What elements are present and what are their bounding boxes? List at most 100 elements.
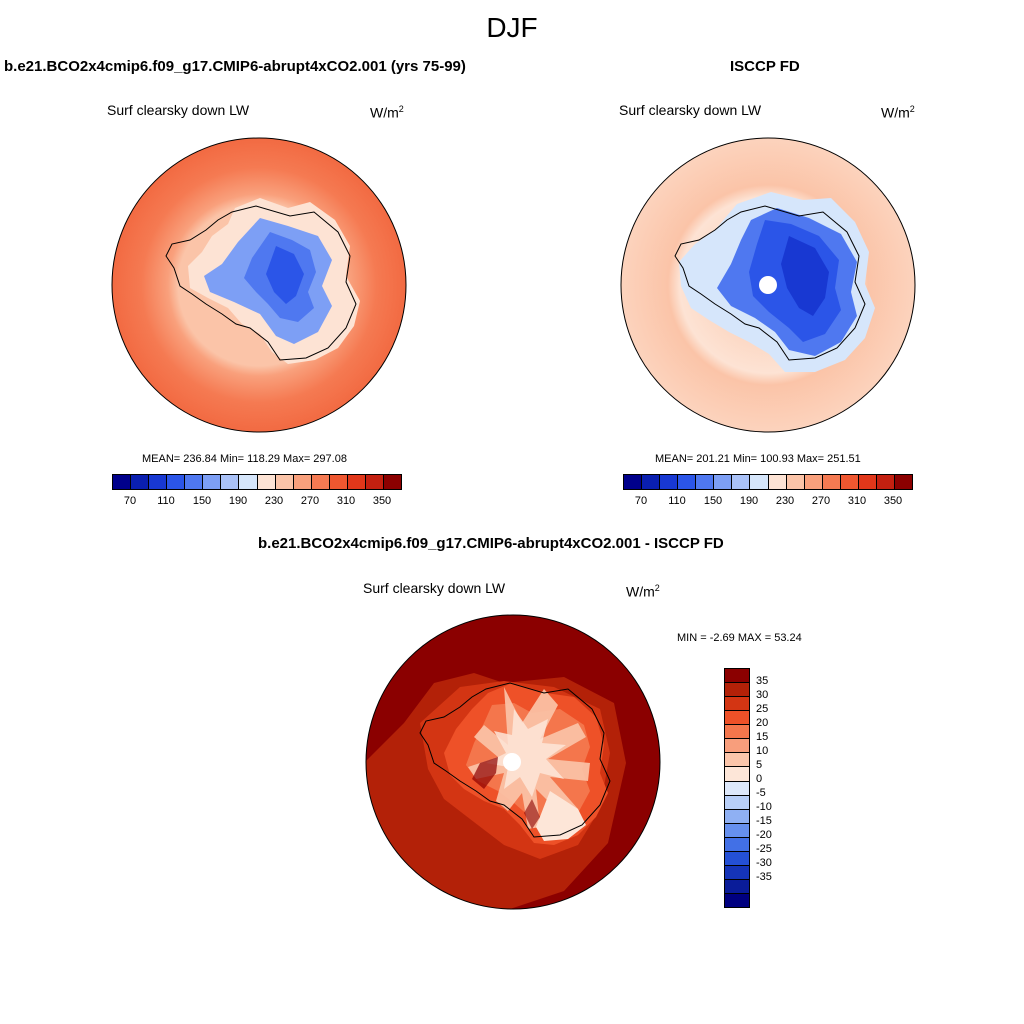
panel-obs-colorbar-swatch bbox=[858, 475, 877, 489]
panel-model-colorbar-swatch bbox=[185, 475, 204, 489]
panel-model-colorbar bbox=[112, 474, 402, 490]
diff-colorbar-ticks: 35 30 25 20 15 10 5 0 -5 -10 -15 -20 -25 -30 -35 bbox=[756, 668, 796, 906]
panel-model-title: b.e21.BCO2x4cmip6.f09_g17.CMIP6-abrupt4x… bbox=[4, 58, 466, 75]
diff-colorbar-tick-label: 35 bbox=[756, 675, 769, 687]
diff-units: W/m2 bbox=[626, 583, 660, 600]
panel-obs-colorbar-tick-label: 270 bbox=[811, 495, 831, 507]
panel-obs-colorbar-tick-label: 110 bbox=[668, 495, 686, 507]
diff-colorbar-swatch bbox=[725, 739, 749, 754]
panel-model-units: W/m2 bbox=[370, 104, 404, 121]
diff-stats: MIN = -2.69 MAX = 53.24 bbox=[677, 632, 802, 644]
panel-obs-colorbar-swatch bbox=[714, 475, 733, 489]
panel-obs-colorbar-tick-label: 150 bbox=[703, 495, 723, 507]
panel-model-colorbar-swatch bbox=[113, 475, 132, 489]
diff-colorbar-tick-label: -15 bbox=[756, 815, 772, 827]
diff-colorbar-tick-label: 30 bbox=[756, 689, 769, 701]
diff-colorbar-tick-label: 10 bbox=[756, 745, 769, 757]
diff-colorbar-swatch bbox=[725, 837, 749, 852]
panel-obs-colorbar-swatch bbox=[732, 475, 751, 489]
panel-obs-colorbar-ticks: 70 110 150 190 230 270 310 350 bbox=[623, 495, 911, 509]
diff-colorbar bbox=[724, 668, 750, 908]
diff-variable: Surf clearsky down LW bbox=[363, 580, 506, 596]
pole-missing-data bbox=[759, 276, 777, 294]
panel-obs-colorbar-swatch bbox=[678, 475, 697, 489]
diff-title: b.e21.BCO2x4cmip6.f09_g17.CMIP6-abrupt4x… bbox=[258, 535, 724, 552]
diff-colorbar-swatch bbox=[725, 894, 749, 908]
diff-colorbar-swatch bbox=[725, 767, 749, 782]
panel-model-stats: MEAN= 236.84 Min= 118.29 Max= 297.08 bbox=[142, 453, 347, 465]
panel-model-colorbar-swatch bbox=[203, 475, 222, 489]
panel-obs-colorbar-swatch bbox=[786, 475, 805, 489]
panel-obs-variable: Surf clearsky down LW bbox=[619, 102, 762, 118]
diff-colorbar-tick-label: -30 bbox=[756, 857, 772, 869]
panel-obs-colorbar-swatch bbox=[822, 475, 841, 489]
panel-model-colorbar-tick-label: 350 bbox=[372, 495, 392, 507]
season-title: DJF bbox=[486, 12, 538, 43]
panel-obs-colorbar-swatch bbox=[768, 475, 787, 489]
diff-colorbar-tick-label: 0 bbox=[756, 773, 763, 785]
diff-colorbar-tick-label: 25 bbox=[756, 703, 769, 715]
panel-model-map bbox=[111, 137, 407, 433]
panel-obs-colorbar-tick-label: 310 bbox=[847, 495, 867, 507]
diff-colorbar-swatch bbox=[725, 809, 749, 824]
diff-colorbar-tick-label: 5 bbox=[756, 759, 763, 771]
panel-model-colorbar-swatch bbox=[275, 475, 294, 489]
panel-model-colorbar-tick-label: 110 bbox=[157, 495, 175, 507]
pole-missing-data bbox=[503, 753, 521, 771]
diff-colorbar-swatch bbox=[725, 795, 749, 810]
panel-model-colorbar-swatch bbox=[221, 475, 240, 489]
panel-obs-colorbar-swatch bbox=[840, 475, 859, 489]
panel-obs-colorbar-tick-label: 190 bbox=[739, 495, 759, 507]
panel-model-colorbar-tick-label: 230 bbox=[264, 495, 284, 507]
diff-colorbar-tick-label: -5 bbox=[756, 787, 766, 799]
panel-model-colorbar-tick-label: 70 bbox=[123, 495, 137, 507]
panel-obs-stats: MEAN= 201.21 Min= 100.93 Max= 251.51 bbox=[655, 453, 861, 465]
panel-model-colorbar-swatch bbox=[167, 475, 186, 489]
panel-model-colorbar-tick-label: 190 bbox=[228, 495, 248, 507]
panel-model-colorbar-swatch bbox=[293, 475, 312, 489]
panel-model-colorbar-tick-label: 270 bbox=[300, 495, 320, 507]
diff-colorbar-swatch bbox=[725, 781, 749, 796]
diff-colorbar-tick-label: -35 bbox=[756, 871, 772, 883]
diff-colorbar-tick-label: -20 bbox=[756, 829, 772, 841]
panel-obs-colorbar-swatch bbox=[624, 475, 643, 489]
diff-map bbox=[365, 614, 661, 910]
diff-colorbar-swatch bbox=[725, 697, 749, 712]
panel-obs-colorbar-tick-label: 70 bbox=[634, 495, 648, 507]
diff-colorbar-tick-label: 20 bbox=[756, 717, 769, 729]
diff-colorbar-swatch bbox=[725, 865, 749, 880]
panel-obs-map bbox=[620, 137, 916, 433]
panel-obs-colorbar-swatch bbox=[750, 475, 769, 489]
panel-model-colorbar-swatch bbox=[383, 475, 401, 489]
panel-obs-colorbar-tick-label: 230 bbox=[775, 495, 795, 507]
diff-colorbar-tick-label: -10 bbox=[756, 801, 772, 813]
panel-model-colorbar-tick-label: 310 bbox=[336, 495, 356, 507]
diff-colorbar-swatch bbox=[725, 851, 749, 866]
antarctica-coastline bbox=[674, 205, 866, 361]
diff-colorbar-tick-label: -25 bbox=[756, 843, 772, 855]
diff-colorbar-swatch bbox=[725, 753, 749, 768]
diff-colorbar-swatch bbox=[725, 823, 749, 838]
antarctica-coastline bbox=[165, 205, 357, 361]
panel-obs-colorbar-tick-label: 350 bbox=[883, 495, 903, 507]
panel-model-colorbar-swatch bbox=[311, 475, 330, 489]
panel-model-colorbar-swatch bbox=[131, 475, 150, 489]
panel-model-colorbar-swatch bbox=[149, 475, 168, 489]
panel-model-colorbar-swatch bbox=[347, 475, 366, 489]
panel-obs-colorbar-swatch bbox=[660, 475, 679, 489]
panel-obs-colorbar-swatch bbox=[876, 475, 895, 489]
panel-model-colorbar-ticks: 70 110 150 190 230 270 310 350 bbox=[112, 495, 400, 509]
panel-model-colorbar-swatch bbox=[239, 475, 258, 489]
panel-model-colorbar-swatch bbox=[257, 475, 276, 489]
panel-model-variable: Surf clearsky down LW bbox=[107, 102, 250, 118]
panel-obs-title: ISCCP FD bbox=[730, 58, 800, 75]
antarctica-coastline bbox=[419, 682, 611, 838]
diff-colorbar-swatch bbox=[725, 669, 749, 684]
panel-obs-colorbar bbox=[623, 474, 913, 490]
diff-colorbar-swatch bbox=[725, 683, 749, 698]
panel-model-colorbar-swatch bbox=[329, 475, 348, 489]
panel-obs-colorbar-swatch bbox=[642, 475, 661, 489]
panel-model-colorbar-swatch bbox=[365, 475, 384, 489]
panel-obs-colorbar-swatch bbox=[696, 475, 715, 489]
panel-obs-colorbar-swatch bbox=[804, 475, 823, 489]
